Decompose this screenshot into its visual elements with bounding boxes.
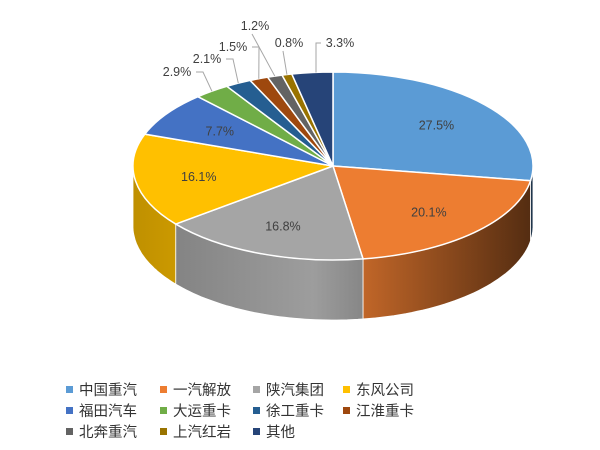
legend-swatch xyxy=(160,428,167,435)
legend-swatch xyxy=(66,428,73,435)
legend-item: 福田汽车 xyxy=(66,401,160,420)
data-label-10: 3.3% xyxy=(326,36,355,50)
pie-slice-1 xyxy=(331,165,532,260)
pie-slice-10 xyxy=(290,71,334,167)
data-label-8: 1.2% xyxy=(241,19,270,33)
legend-label: 上汽红岩 xyxy=(173,425,231,441)
legend-label: 其他 xyxy=(266,425,295,441)
legend-item: 中国重汽 xyxy=(66,380,160,399)
legend-label: 福田汽车 xyxy=(79,404,137,420)
legend-item: 江淮重卡 xyxy=(343,401,443,420)
data-label-5: 2.9% xyxy=(163,65,192,79)
legend-item: 上汽红岩 xyxy=(160,422,253,441)
legend-item: 一汽解放 xyxy=(160,380,253,399)
legend-swatch xyxy=(343,386,350,393)
legend-swatch xyxy=(160,407,167,414)
legend-swatch xyxy=(66,407,73,414)
data-label-3: 16.1% xyxy=(181,170,216,184)
legend-label: 徐工重卡 xyxy=(266,404,324,420)
leader-line-6 xyxy=(226,58,239,84)
legend-swatch xyxy=(253,428,260,435)
pie-slice-0 xyxy=(332,71,534,182)
legend-swatch xyxy=(253,386,260,393)
leader-line-10 xyxy=(315,42,321,73)
data-label-4: 7.7% xyxy=(206,125,235,139)
leader-line-5 xyxy=(196,71,213,92)
data-label-0: 27.5% xyxy=(419,118,454,132)
legend-label: 江淮重卡 xyxy=(356,404,414,420)
data-label-1: 20.1% xyxy=(411,205,446,219)
leader-line-8 xyxy=(251,33,276,77)
data-label-2: 16.8% xyxy=(265,219,300,233)
pie-slice-3 xyxy=(132,133,336,225)
legend-swatch xyxy=(66,386,73,393)
legend-label: 北奔重汽 xyxy=(79,425,137,441)
pie-slice-4 xyxy=(143,95,334,167)
legend-swatch xyxy=(160,386,167,393)
legend: 中国重汽 一汽解放 陕汽集团 东风公司福田汽车 大运重卡 徐工重卡 江淮重卡北奔重汽 上汽红岩… xyxy=(66,380,443,441)
data-label-9: 0.8% xyxy=(275,36,304,50)
leader-line-7 xyxy=(252,46,260,79)
legend-item: 东风公司 xyxy=(343,380,443,399)
legend-item: 徐工重卡 xyxy=(253,401,343,420)
legend-swatch xyxy=(343,407,350,414)
legend-label: 一汽解放 xyxy=(173,383,231,399)
legend-item: 大运重卡 xyxy=(160,401,253,420)
pie-chart: 27.5% 20.1% 16.8% 16.1% 7.7% 2.9%2.1%1.5% 1.2%… xyxy=(132,19,534,321)
pie-slice-2 xyxy=(174,165,365,261)
legend-label: 陕汽集团 xyxy=(266,383,324,399)
data-label-6: 2.1% xyxy=(193,52,222,66)
legend-label: 中国重汽 xyxy=(79,383,137,399)
legend-label: 大运重卡 xyxy=(173,404,231,420)
legend-swatch xyxy=(253,407,260,414)
legend-label: 东风公司 xyxy=(356,383,414,399)
data-label-7: 1.5% xyxy=(219,40,248,54)
legend-item: 其他 xyxy=(253,422,343,441)
legend-item: 陕汽集团 xyxy=(253,380,343,399)
legend-item: 北奔重汽 xyxy=(66,422,160,441)
leader-line-9 xyxy=(282,50,288,75)
